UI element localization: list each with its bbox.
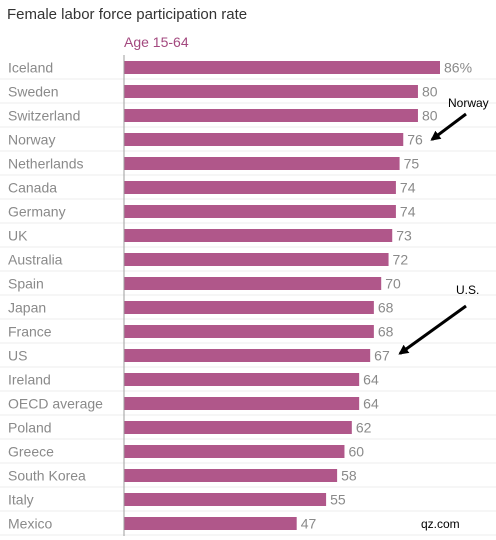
value-label: 80: [422, 108, 438, 124]
bar: [124, 493, 327, 506]
bar: [124, 349, 371, 362]
category-label: Greece: [8, 444, 54, 460]
value-label: 47: [301, 516, 317, 532]
bar: [124, 133, 404, 146]
category-label: Netherlands: [8, 156, 84, 172]
category-label: Australia: [8, 252, 63, 268]
chart-subtitle: Age 15-64: [124, 34, 189, 50]
bar: [124, 157, 400, 170]
annotation-label: Norway: [448, 96, 489, 110]
bar: [124, 469, 338, 482]
bar: [124, 181, 396, 194]
value-label: 73: [396, 228, 412, 244]
value-label: 70: [385, 276, 401, 292]
annotation-arrow: [430, 112, 467, 141]
annotations: Norway U.S.: [398, 96, 489, 355]
category-label: Germany: [8, 204, 66, 220]
value-label: 74: [400, 180, 416, 196]
value-label: 62: [356, 420, 372, 436]
bar: [124, 325, 374, 338]
bar: [124, 421, 352, 434]
category-label: Sweden: [8, 84, 59, 100]
value-label: 74: [400, 204, 416, 220]
category-label: US: [8, 348, 27, 364]
value-label: 72: [393, 252, 409, 268]
category-label: South Korea: [8, 468, 86, 484]
category-label: Mexico: [8, 516, 53, 532]
bars: Iceland 86% Sweden 80 Switzerland 80 Norway 76 N…: [8, 60, 472, 532]
value-label: 64: [363, 372, 379, 388]
bar: [124, 61, 440, 74]
value-label: 68: [378, 324, 394, 340]
category-label: Switzerland: [8, 108, 80, 124]
value-label: 64: [363, 396, 379, 412]
chart-title: Female labor force participation rate: [7, 6, 247, 23]
category-label: Spain: [8, 276, 44, 292]
category-label: UK: [8, 228, 28, 244]
value-label: 60: [348, 444, 364, 460]
value-label: 68: [378, 300, 394, 316]
bar: [124, 397, 360, 410]
bar: [124, 109, 418, 122]
annotation-label: U.S.: [456, 283, 479, 297]
value-label: 80: [422, 84, 438, 100]
bar: [124, 517, 297, 530]
source-label: qz.com: [421, 517, 460, 531]
category-label: Iceland: [8, 60, 53, 76]
value-label: 75: [404, 156, 420, 172]
category-label: Ireland: [8, 372, 51, 388]
value-label: 76: [407, 132, 423, 148]
value-label: 67: [374, 348, 390, 364]
bar: [124, 229, 393, 242]
value-label: 55: [330, 492, 346, 508]
category-label: Italy: [8, 492, 34, 508]
bar: [124, 253, 389, 266]
category-label: Poland: [8, 420, 52, 436]
bar: [124, 445, 345, 458]
category-label: Norway: [8, 132, 55, 148]
bar: [124, 205, 396, 218]
bar: [124, 301, 374, 314]
value-label: 86%: [444, 60, 472, 76]
bar: [124, 85, 418, 98]
annotation-arrow: [398, 304, 467, 355]
category-label: Japan: [8, 300, 46, 316]
category-label: Canada: [8, 180, 57, 196]
value-label: 58: [341, 468, 357, 484]
bar: [124, 277, 382, 290]
grid-lines: [0, 78, 496, 536]
category-label: OECD average: [8, 396, 103, 412]
bar: [124, 373, 360, 386]
category-label: France: [8, 324, 52, 340]
